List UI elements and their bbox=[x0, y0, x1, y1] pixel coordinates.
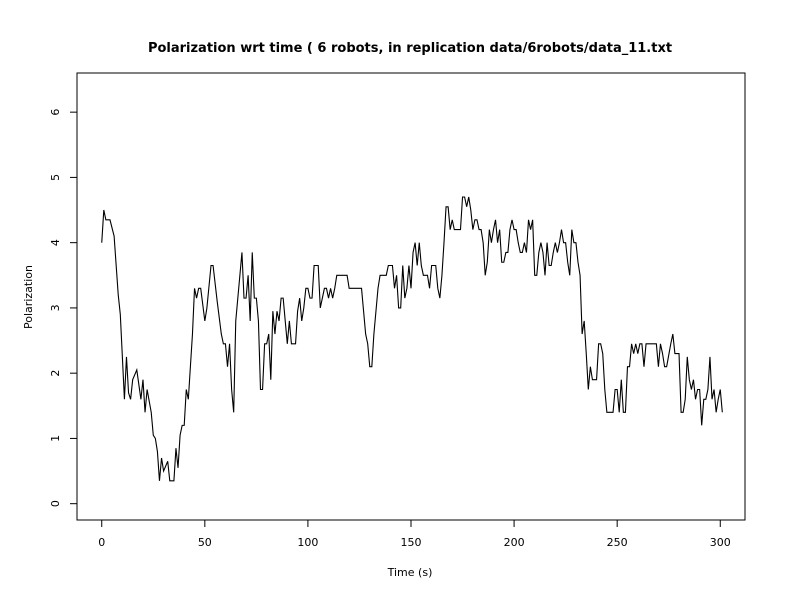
y-tick-label: 3 bbox=[49, 304, 62, 311]
y-tick-label: 0 bbox=[49, 500, 62, 507]
x-tick-label: 200 bbox=[504, 536, 525, 549]
x-axis-label: Time (s) bbox=[387, 566, 433, 579]
x-tick-label: 300 bbox=[710, 536, 731, 549]
x-tick-label: 50 bbox=[198, 536, 212, 549]
y-tick-label: 6 bbox=[49, 109, 62, 116]
y-tick-label: 4 bbox=[49, 239, 62, 246]
y-axis-label: Polarization bbox=[22, 265, 35, 329]
x-tick-label: 0 bbox=[98, 536, 105, 549]
y-tick-label: 2 bbox=[49, 370, 62, 377]
y-tick-label: 1 bbox=[49, 435, 62, 442]
y-tick-label: 5 bbox=[49, 174, 62, 181]
x-tick-label: 150 bbox=[401, 536, 422, 549]
chart-title: Polarization wrt time ( 6 robots, in rep… bbox=[148, 41, 672, 56]
x-tick-label: 250 bbox=[607, 536, 628, 549]
x-tick-label: 100 bbox=[297, 536, 318, 549]
data-line bbox=[101, 196, 723, 482]
